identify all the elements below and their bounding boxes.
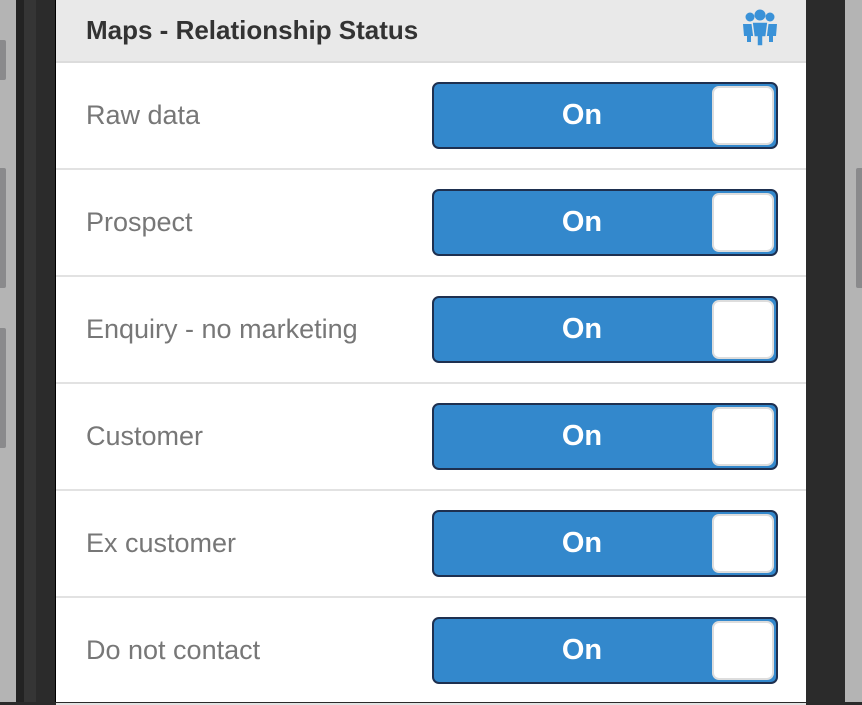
toggle-state-label: On — [561, 99, 603, 131]
header: Maps - Relationship Status — [56, 0, 806, 63]
toggle-thumb[interactable] — [712, 300, 774, 359]
device-bezel-right — [806, 0, 845, 702]
device-frame-right — [845, 0, 862, 702]
setting-row: Enquiry - no marketing On — [56, 277, 806, 384]
toggle-state-label: On — [561, 527, 603, 559]
toggle-thumb[interactable] — [712, 193, 774, 252]
toggle-switch[interactable]: On — [432, 403, 778, 470]
toggle-switch[interactable]: On — [432, 617, 778, 684]
toggle-state-label: On — [561, 206, 603, 238]
setting-label: Do not contact — [86, 635, 261, 665]
page-title: Maps - Relationship Status — [86, 15, 419, 45]
setting-label: Ex customer — [86, 528, 237, 558]
toggle-thumb[interactable] — [712, 514, 774, 573]
toggle-switch[interactable]: On — [432, 510, 778, 577]
setting-label: Customer — [86, 421, 204, 451]
toggle-thumb[interactable] — [712, 86, 774, 145]
users-group-icon[interactable] — [742, 9, 778, 52]
toggle-switch[interactable]: On — [432, 296, 778, 363]
setting-row: Raw data On — [56, 63, 806, 170]
device-side-button — [856, 168, 862, 288]
toggle-state-label: On — [561, 634, 603, 666]
toggle-switch[interactable]: On — [432, 82, 778, 149]
setting-row: Customer On — [56, 384, 806, 491]
toggle-state-label: On — [561, 420, 603, 452]
setting-row: Do not contact On — [56, 598, 806, 705]
device-bezel-left — [16, 0, 55, 702]
toggle-thumb[interactable] — [712, 621, 774, 680]
toggle-thumb[interactable] — [712, 407, 774, 466]
device-side-button — [0, 40, 6, 80]
device-side-button — [0, 168, 6, 288]
screen: Maps - Relationship Status Raw data On P… — [55, 0, 806, 705]
toggle-switch[interactable]: On — [432, 189, 778, 256]
setting-label: Prospect — [86, 207, 193, 237]
device-side-button — [0, 328, 6, 448]
setting-label: Enquiry - no marketing — [86, 314, 358, 344]
setting-row: Ex customer On — [56, 491, 806, 598]
setting-row: Prospect On — [56, 170, 806, 277]
setting-label: Raw data — [86, 100, 201, 130]
toggle-state-label: On — [561, 313, 603, 345]
